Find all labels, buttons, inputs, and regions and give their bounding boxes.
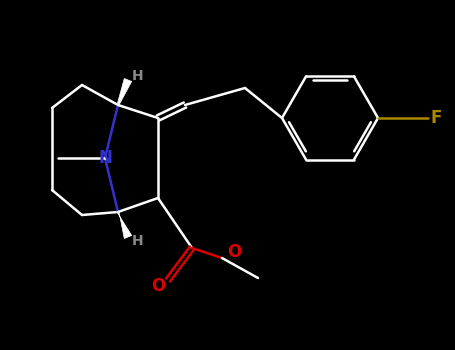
Text: H: H — [132, 234, 144, 248]
Text: F: F — [430, 109, 442, 127]
Text: O: O — [151, 277, 165, 295]
Text: O: O — [227, 243, 241, 261]
Text: H: H — [132, 69, 144, 83]
Polygon shape — [117, 78, 131, 105]
Polygon shape — [117, 212, 131, 238]
Text: N: N — [98, 149, 112, 167]
